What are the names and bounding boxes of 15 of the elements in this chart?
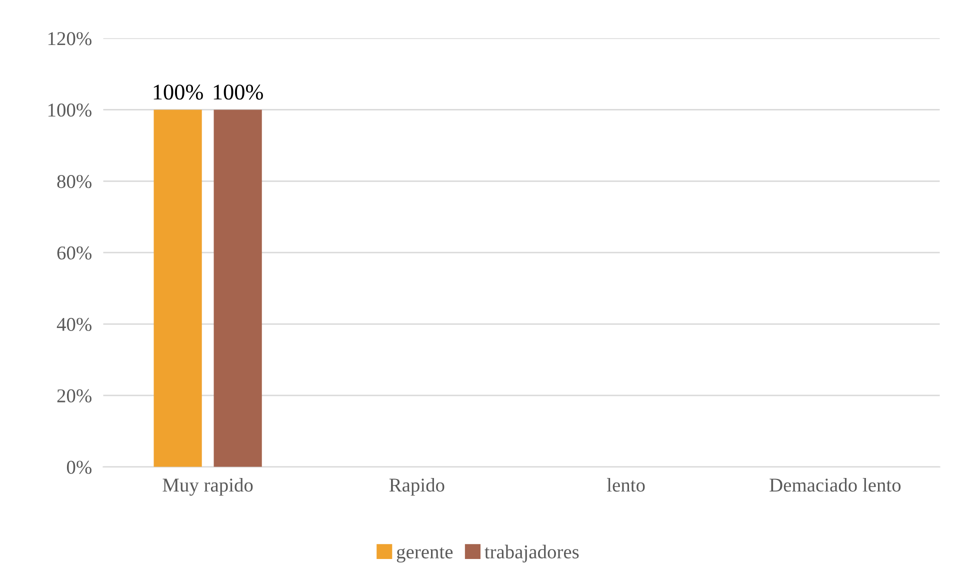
data-label: 100%	[214, 84, 263, 100]
y-tick-label: 100%	[48, 104, 92, 117]
x-tick-label: Rapido	[389, 478, 444, 496]
y-tick-label: 60%	[57, 246, 92, 260]
y-tick-label: 120%	[48, 32, 92, 46]
data-label: 100%	[154, 84, 203, 100]
y-tick-label: 20%	[57, 389, 92, 402]
y-tick-label: 40%	[56, 318, 92, 332]
y-tick-label: 80%	[57, 174, 92, 188]
x-tick-label: Demaciado lento	[770, 478, 901, 492]
x-tick-label: Muy rapido	[162, 478, 253, 496]
legend-label: gerente	[396, 547, 453, 562]
legend-label: trabajadores	[484, 544, 579, 562]
x-tick-label: lento	[607, 478, 645, 492]
y-tick-label: 0%	[66, 460, 92, 474]
